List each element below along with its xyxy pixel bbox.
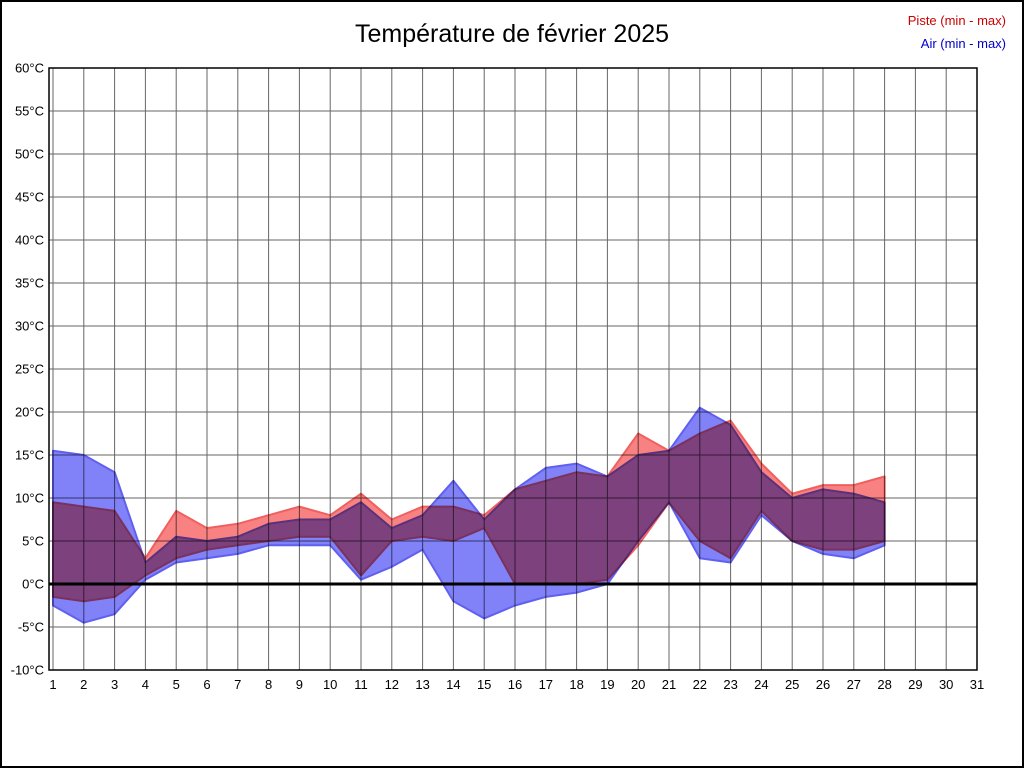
y-tick-label: 5°C (22, 534, 44, 549)
y-tick-label: 30°C (15, 319, 44, 334)
y-tick-label: 10°C (15, 491, 44, 506)
y-tick-label: 25°C (15, 362, 44, 377)
y-tick-label: 55°C (15, 104, 44, 119)
x-tick-label: 3 (111, 677, 118, 692)
x-tick-label: 27 (847, 677, 861, 692)
chart-title: Température de février 2025 (354, 20, 670, 48)
x-tick-label: 23 (723, 677, 737, 692)
legend-item-piste: Piste (min - max) (907, 13, 1006, 28)
piste-band (52, 419, 886, 603)
x-tick-label: 4 (142, 677, 149, 692)
x-tick-label: 31 (970, 677, 984, 692)
y-tick-label: 0°C (22, 577, 44, 592)
x-tick-label: 29 (908, 677, 922, 692)
x-tick-label: 16 (508, 677, 522, 692)
x-tick-label: 7 (234, 677, 241, 692)
y-tick-label: 40°C (15, 233, 44, 248)
x-tick-label: 30 (939, 677, 953, 692)
y-tick-label: 50°C (15, 147, 44, 162)
x-tick-label: 26 (816, 677, 830, 692)
x-tick-label: 13 (415, 677, 429, 692)
x-tick-label: 22 (693, 677, 707, 692)
y-tick-label: 15°C (15, 448, 44, 463)
x-tick-label: 10 (323, 677, 337, 692)
x-tick-label: 25 (785, 677, 799, 692)
legend: Piste (min - max) Air (min - max) (908, 10, 1006, 56)
plot-border (48, 67, 978, 671)
x-tick-label: 5 (173, 677, 180, 692)
x-tick-label: 21 (662, 677, 676, 692)
x-tick-label: 20 (631, 677, 645, 692)
x-tick-label: 11 (354, 677, 368, 692)
y-tick-label: -5°C (18, 620, 44, 635)
x-tick-label: 19 (600, 677, 614, 692)
x-tick-label: 9 (296, 677, 303, 692)
x-tick-label: 18 (569, 677, 583, 692)
y-tick-label: 60°C (15, 61, 44, 76)
y-tick-label: 35°C (15, 276, 44, 291)
y-tick-label: 45°C (15, 190, 44, 205)
x-tick-label: 8 (265, 677, 272, 692)
x-tick-label: 1 (49, 677, 56, 692)
x-tick-label: 17 (539, 677, 553, 692)
x-tick-label: 28 (877, 677, 891, 692)
x-tick-label: 15 (477, 677, 491, 692)
x-tick-label: 24 (754, 677, 768, 692)
y-tick-label: 20°C (15, 405, 44, 420)
x-tick-label: 6 (203, 677, 210, 692)
x-tick-label: 12 (385, 677, 399, 692)
legend-item-air: Air (min - max) (920, 35, 1006, 51)
x-tick-label: 2 (80, 677, 87, 692)
x-tick-label: 14 (446, 677, 460, 692)
y-tick-label: -10°C (11, 663, 44, 678)
